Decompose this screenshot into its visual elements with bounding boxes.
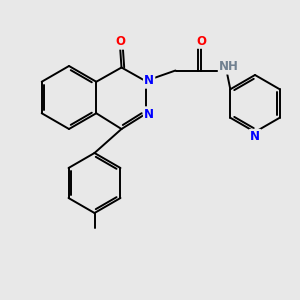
Text: NH: NH [219, 60, 239, 74]
Text: N: N [144, 74, 154, 88]
Text: O: O [115, 35, 125, 49]
Text: N: N [250, 130, 260, 143]
Text: N: N [144, 107, 154, 121]
Text: O: O [196, 34, 206, 48]
